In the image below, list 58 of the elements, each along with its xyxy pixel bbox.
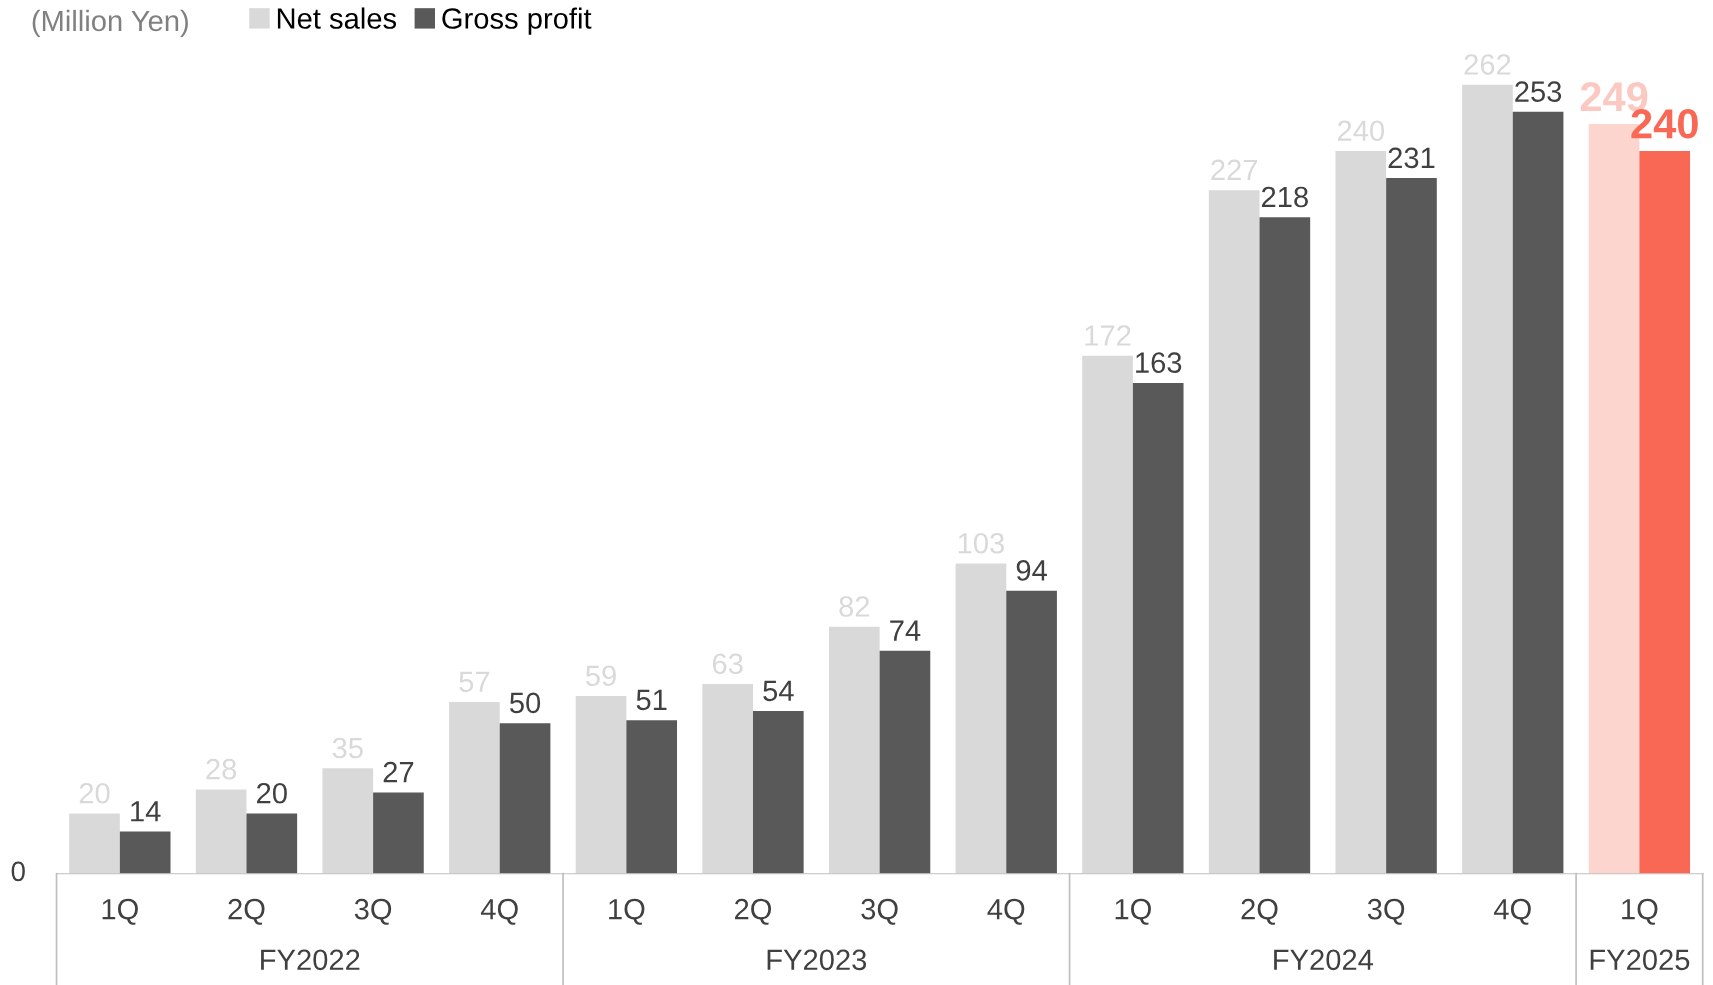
bar [1082,355,1133,874]
x-tick-label: 2Q [228,898,265,925]
x-tick-label: 2Q [735,898,772,925]
x-tick-label: 3Q [354,898,392,925]
bar [879,650,931,874]
x-tick-label: 4Q [480,898,518,925]
bar [828,626,880,874]
data-label: 218 [1261,186,1308,208]
x-tick-label: 1Q [609,898,645,925]
data-label: 51 [636,689,667,711]
bar [1462,84,1513,874]
text: 0 [11,861,25,882]
data-label: 50 [510,692,541,714]
data-label: 94 [1016,560,1047,581]
legend-label: Gross profit [442,7,592,35]
text: FY2025 [1590,949,1690,971]
x-tick-label: 4Q [987,898,1025,925]
x-tick-label: 3Q [1367,898,1405,925]
bar [1132,382,1184,874]
data-label: 27 [383,761,414,783]
bar [1386,178,1437,874]
text: FY2024 [1274,949,1374,971]
data-label: 163 [1136,352,1182,373]
x-tick-label: 4Q [1493,898,1531,925]
x-tick-label: 1Q [1115,898,1151,925]
bar [1512,111,1564,874]
bar [1639,151,1691,874]
x-tick-label: 1Q [1622,898,1658,925]
bar [69,813,120,874]
x-tick-label: 1Q [102,898,138,925]
data-label: 20 [257,782,287,804]
bar [119,831,171,874]
bar [1335,151,1387,874]
data-label: 253 [1515,81,1562,102]
x-tick-label: 3Q [861,898,898,925]
bar [955,563,1007,874]
bar [449,702,500,874]
data-label: 14 [131,801,161,822]
data-label: 54 [763,680,794,702]
bar [322,768,374,874]
bar [1208,190,1260,874]
text: FY2022 [261,949,360,971]
y-axis-title: (Million Yen) [32,9,188,38]
x-tick-label: 2Q [1241,898,1278,925]
bar [753,711,804,874]
bar [702,683,753,874]
bar [1006,590,1057,874]
data-label: 231 [1388,147,1435,169]
bar [626,720,678,874]
data-label: 74 [890,620,921,641]
bar [1259,217,1311,874]
text: FY2023 [767,949,867,971]
bar [499,723,551,874]
bar [575,696,627,874]
bar [246,813,298,874]
bar [195,789,247,874]
legend-label: Net sales [277,7,397,29]
bar [373,792,424,874]
